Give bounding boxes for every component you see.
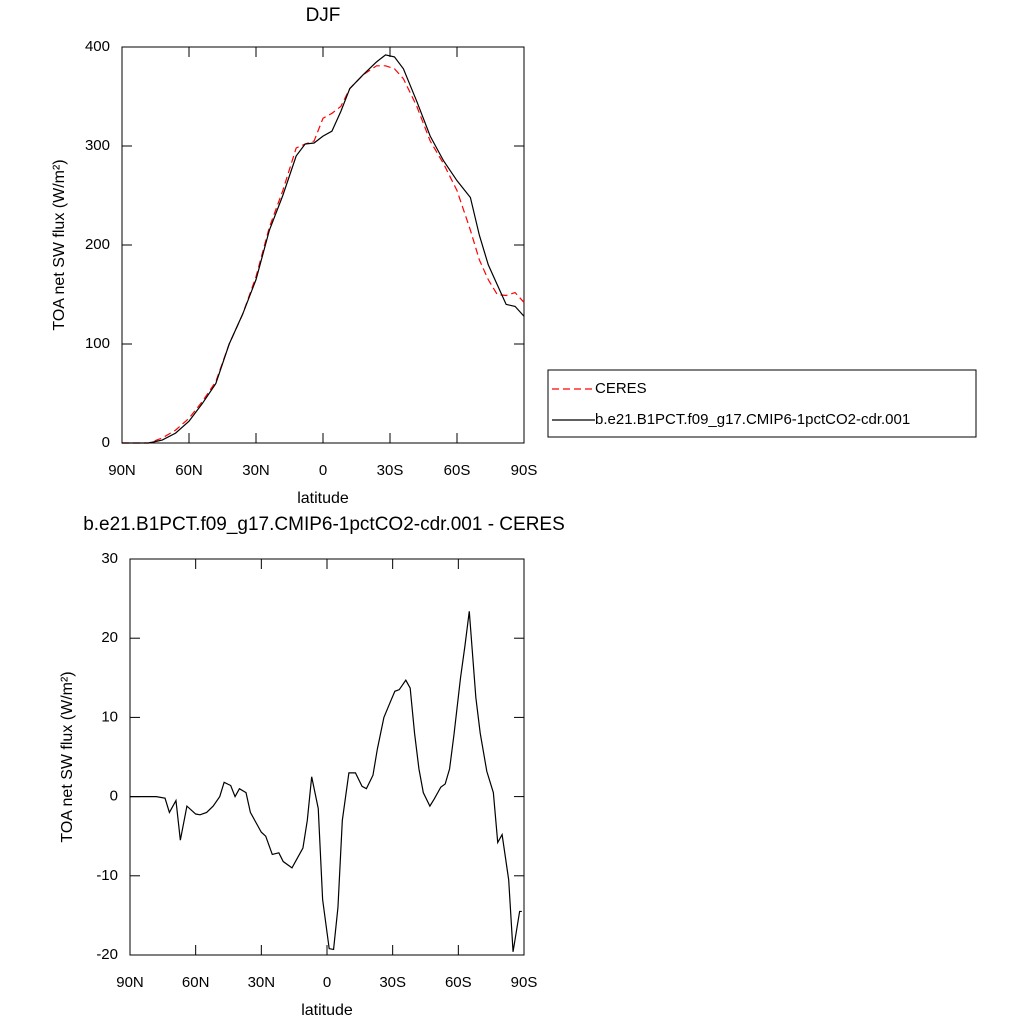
x-tick-label: 0 (319, 462, 327, 479)
y-tick-label: 200 (85, 236, 110, 253)
plot-frame (129, 558, 525, 956)
series-line (130, 611, 522, 952)
legend-frame (547, 369, 977, 438)
legend-label: b.e21.B1PCT.f09_g17.CMIP6-1pctCO2-cdr.00… (595, 411, 910, 428)
y-tick-label: -10 (96, 867, 118, 884)
x-tick-label: 30N (242, 462, 270, 479)
y-tick-label: 0 (102, 434, 110, 451)
x-tick-label: 60N (182, 974, 210, 991)
y-tick-label: 0 (110, 788, 118, 805)
series-line (122, 54, 525, 444)
y-tick-label: -20 (96, 946, 118, 963)
x-tick-label: 60S (445, 974, 472, 991)
series-line (122, 65, 525, 444)
chart-title: DJF (306, 5, 341, 26)
chart-title: b.e21.B1PCT.f09_g17.CMIP6-1pctCO2-cdr.00… (83, 514, 565, 535)
x-axis-label: latitude (301, 1002, 353, 1019)
y-tick-label: 10 (101, 708, 118, 725)
x-tick-label: 30S (379, 974, 406, 991)
x-tick-label: 90S (511, 462, 538, 479)
x-tick-label: 60N (175, 462, 203, 479)
x-tick-label: 90S (511, 974, 538, 991)
x-tick-label: 30S (377, 462, 404, 479)
y-axis-label: TOA net SW flux (W/m²) (51, 159, 68, 330)
plot-frame (121, 46, 525, 444)
y-tick-label: 100 (85, 335, 110, 352)
y-tick-label: 300 (85, 137, 110, 154)
y-tick-label: 400 (85, 38, 110, 55)
x-axis-label: latitude (297, 490, 349, 507)
x-tick-label: 60S (444, 462, 471, 479)
legend-label: CERES (595, 380, 647, 397)
y-tick-label: 30 (101, 550, 118, 567)
x-tick-label: 90N (116, 974, 144, 991)
y-tick-label: 20 (101, 629, 118, 646)
x-tick-label: 0 (323, 974, 331, 991)
y-axis-label: TOA net SW flux (W/m²) (59, 671, 76, 842)
x-tick-label: 90N (108, 462, 136, 479)
x-tick-label: 30N (248, 974, 276, 991)
